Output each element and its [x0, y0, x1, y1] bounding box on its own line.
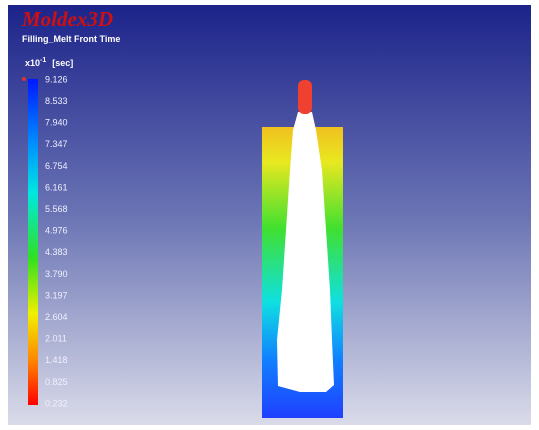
nozzle [298, 80, 312, 114]
scale-label: 7.940 [45, 118, 68, 128]
brand: Moldex3D [21, 7, 113, 31]
scale-label: 0.825 [45, 377, 68, 387]
multiplier: x10 [25, 58, 40, 68]
viewport: Moldex3D Filling_Melt Front Time x10-1 [s… [0, 0, 539, 430]
scale-label: 2.011 [45, 334, 67, 344]
scale-label: 9.126 [45, 74, 68, 84]
scale-label: 1.418 [45, 355, 68, 365]
exponent: -1 [40, 57, 46, 64]
color-bar [28, 79, 38, 405]
unit: [sec] [52, 58, 73, 68]
scale-label: 4.383 [45, 247, 68, 257]
scale-label: 6.754 [45, 161, 68, 171]
scale-label: 7.347 [45, 139, 68, 149]
scale-label: 8.533 [45, 96, 68, 106]
scale-label: 0.232 [45, 398, 68, 408]
scale-label: 3.197 [45, 290, 68, 300]
scale-label: 4.976 [45, 226, 68, 236]
scale-label: 5.568 [45, 204, 68, 214]
scale-label: 3.790 [45, 269, 68, 279]
result-title: Filling_Melt Front Time [22, 34, 120, 44]
scale-label: 2.604 [45, 312, 68, 322]
scale-label: 6.161 [45, 182, 68, 192]
marker [22, 77, 26, 81]
